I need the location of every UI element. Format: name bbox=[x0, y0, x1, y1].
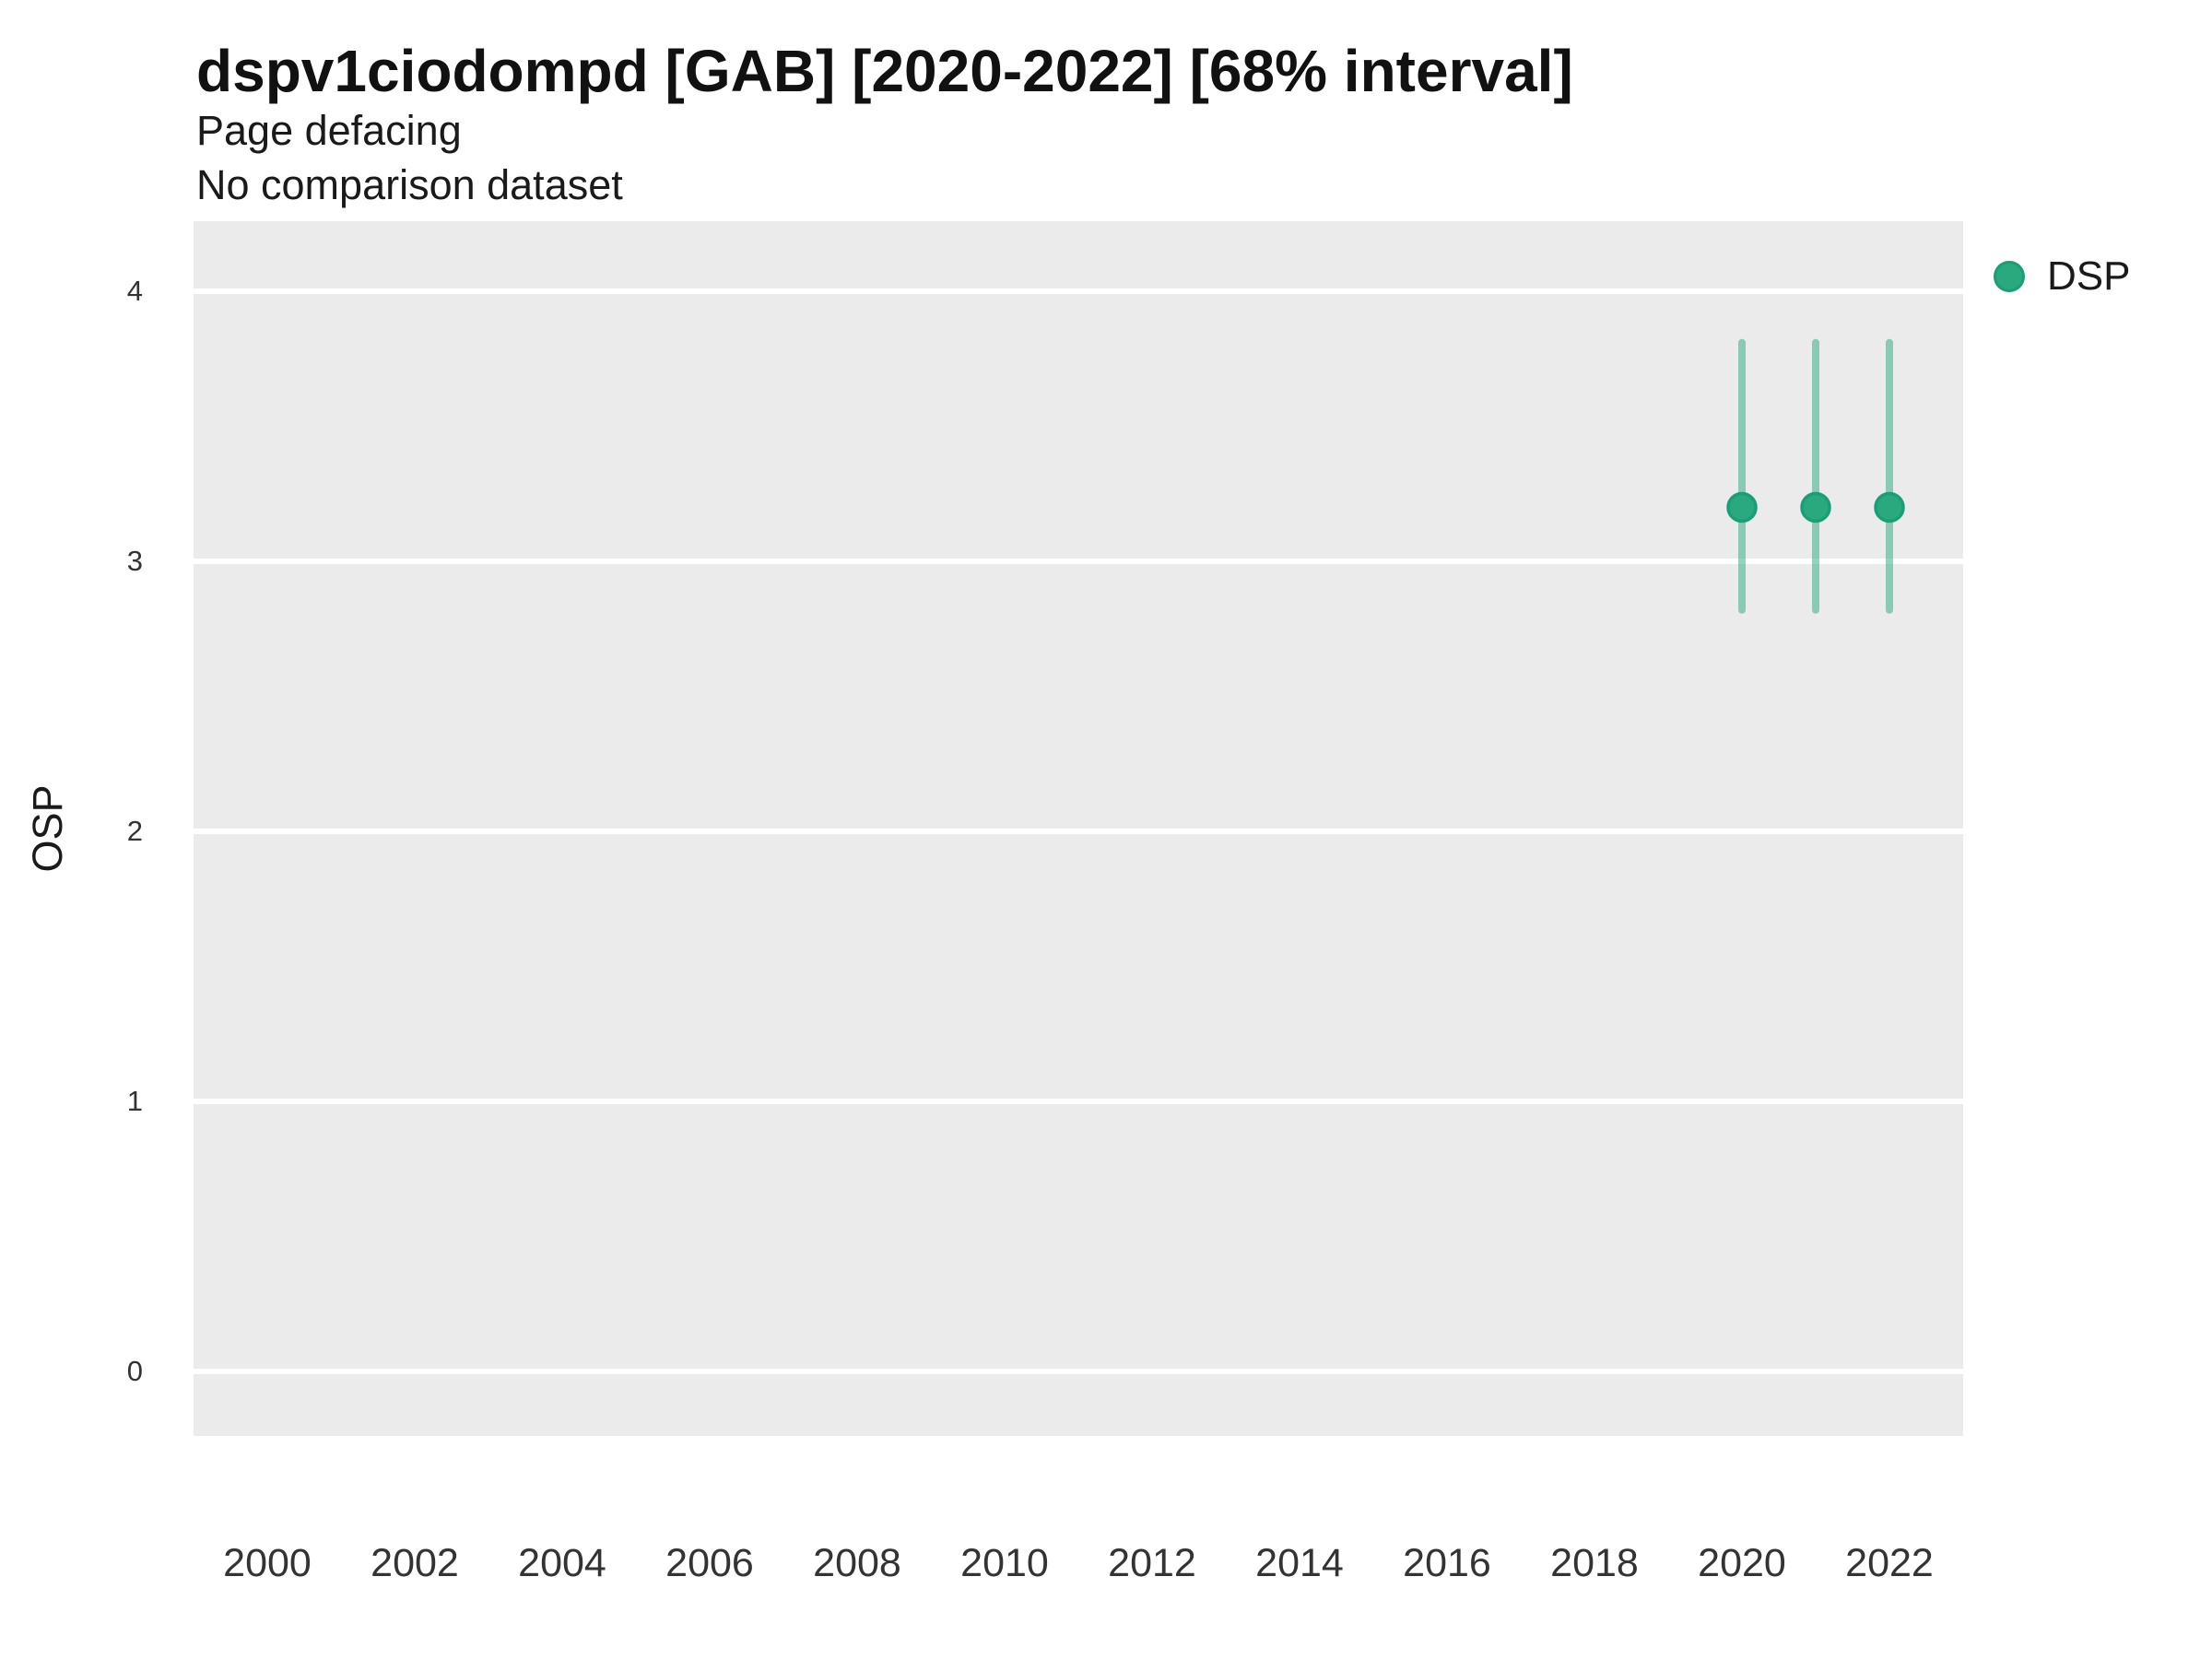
data-point bbox=[1800, 491, 1831, 524]
y-tick-label: 2 bbox=[126, 814, 143, 847]
chart-title: dspv1ciodompd [GAB] [2020-2022] [68% int… bbox=[196, 38, 1573, 104]
h-gridline bbox=[194, 559, 1963, 565]
y-tick-label: 0 bbox=[126, 1354, 143, 1387]
x-tick-label: 2006 bbox=[665, 1541, 754, 1585]
x-tick-label: 2004 bbox=[518, 1541, 606, 1585]
chart-note: No comparison dataset bbox=[196, 161, 623, 208]
data-point bbox=[1874, 491, 1905, 524]
legend: DSP bbox=[1994, 251, 2130, 302]
h-gridline bbox=[194, 1098, 1963, 1104]
y-tick-label: 4 bbox=[126, 275, 143, 308]
series-layer bbox=[1726, 338, 1905, 614]
x-tick-label: 2018 bbox=[1550, 1541, 1639, 1585]
data-point bbox=[1726, 491, 1758, 524]
h-gridline bbox=[194, 288, 1963, 295]
x-tick-label: 2016 bbox=[1403, 1541, 1491, 1585]
h-gridline bbox=[194, 828, 1963, 834]
x-tick-label: 2022 bbox=[1845, 1541, 1934, 1585]
x-tick-label: 2002 bbox=[371, 1541, 459, 1585]
chart-subtitle: Page defacing bbox=[196, 107, 462, 154]
y-tick-label: 1 bbox=[126, 1084, 143, 1117]
h-gridline bbox=[194, 1368, 1963, 1374]
x-tick-label: 2000 bbox=[223, 1541, 312, 1585]
x-tick-label: 2012 bbox=[1108, 1541, 1196, 1585]
x-tick-label: 2014 bbox=[1255, 1541, 1344, 1585]
x-tick-label: 2020 bbox=[1698, 1541, 1786, 1585]
y-tick-label: 3 bbox=[126, 545, 143, 578]
legend-point-icon bbox=[1994, 261, 2025, 292]
x-tick-label: 2010 bbox=[960, 1541, 1049, 1585]
legend-label: DSP bbox=[2047, 253, 2131, 299]
x-tick-label: 2008 bbox=[813, 1541, 901, 1585]
plot-panel bbox=[194, 221, 1963, 1436]
